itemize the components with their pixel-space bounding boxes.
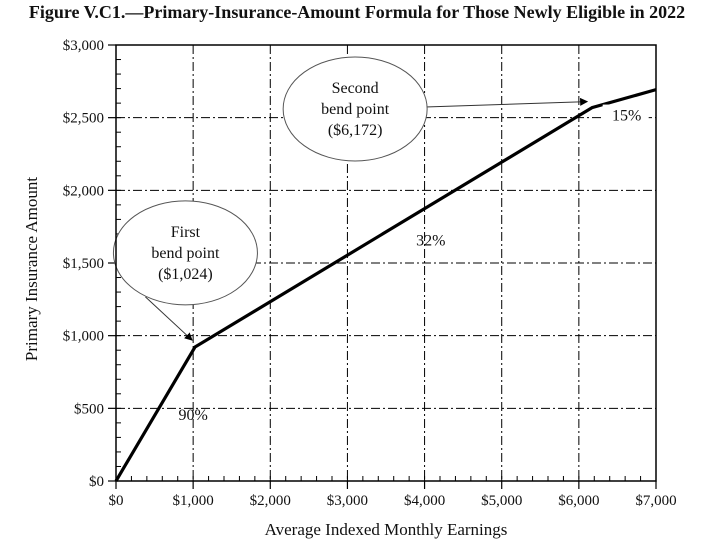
x-tick-label: $6,000: [558, 493, 599, 509]
segment-labels: 90% 32% 15%: [178, 104, 649, 424]
plot-frame: [115, 44, 657, 482]
y-tick-label: $1,000: [63, 329, 104, 345]
y-tick-label: $1,500: [63, 256, 104, 272]
tick-labels: $0 $500 $1,000 $1,500 $2,000 $2,500 $3,000 $0 $1…: [63, 38, 677, 509]
x-tick-label: $2,000: [250, 493, 291, 509]
x-tick-label: $5,000: [481, 493, 522, 509]
annotation-text: First: [171, 224, 201, 241]
x-tick-label: $4,000: [404, 493, 445, 509]
annotation-text: ($1,024): [158, 266, 213, 283]
annotation-ellipse: [282, 56, 428, 162]
annotation-arrow: [145, 296, 193, 341]
x-axis-label: Average Indexed Monthly Earnings: [265, 520, 508, 539]
x-tick-label: $7,000: [635, 493, 676, 509]
chart-title: Figure V.C1.—Primary-Insurance-Amount Fo…: [28, 2, 686, 22]
annotation-ellipse: [112, 200, 258, 306]
series-line: [114, 88, 657, 482]
segment-label: 15%: [612, 108, 641, 125]
annotation-arrow: [425, 97, 589, 108]
x-tick-label: $1,000: [173, 493, 214, 509]
y-tick-label: $500: [74, 401, 104, 417]
minor-ticks: [115, 44, 657, 482]
x-tick-label: $3,000: [327, 493, 368, 509]
y-tick-label: $2,500: [63, 111, 104, 127]
annotations: First bend point ($1,024) Second bend point (…: [112, 56, 589, 341]
y-axis-label: Primary Insurance Amount: [22, 177, 41, 361]
annotation-text: bend point: [321, 101, 390, 118]
x-tick-label: $0: [109, 493, 124, 509]
label-background: [602, 104, 649, 127]
annotation-text: ($6,172): [328, 122, 383, 139]
annotation-text: Second: [332, 80, 379, 97]
y-tick-label: $2,000: [63, 183, 104, 199]
y-tick-label: $3,000: [63, 38, 104, 54]
y-tick-label: $0: [89, 474, 104, 490]
segment-label: 90%: [178, 407, 207, 424]
segment-label: 32%: [416, 233, 445, 250]
annotation-text: bend point: [151, 245, 220, 262]
